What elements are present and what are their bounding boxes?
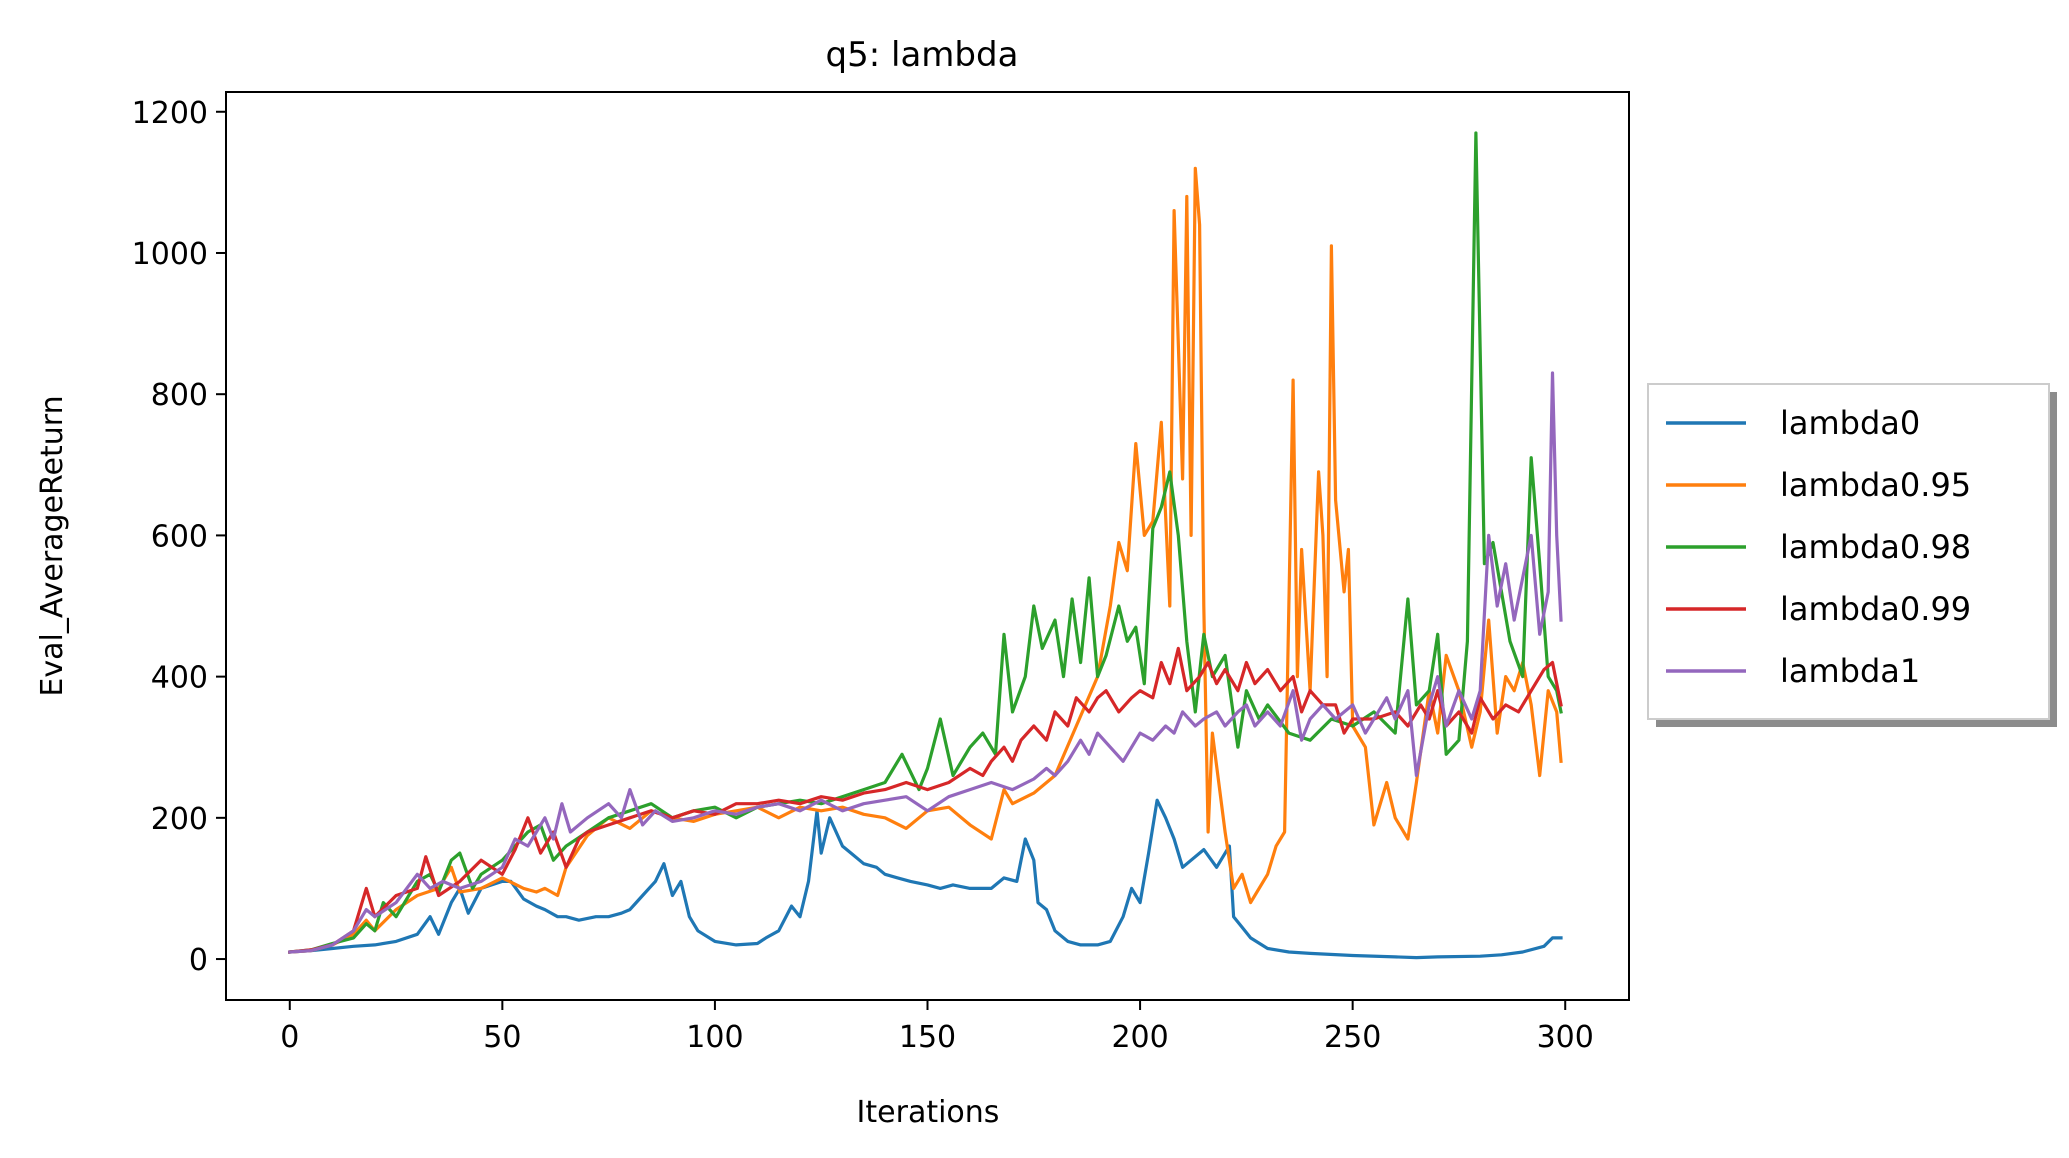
legend-label-4: lambda1 bbox=[1780, 652, 1920, 690]
x-tick-label: 200 bbox=[1111, 1020, 1168, 1055]
x-axis-label: Iterations bbox=[857, 1095, 1000, 1130]
y-axis-label: Eval_AverageReturn bbox=[35, 395, 70, 696]
legend-items: lambda0 lambda0.95 lambda0.98 lambda0.99 lam… bbox=[1666, 404, 1971, 690]
x-tick-label: 250 bbox=[1324, 1020, 1381, 1055]
series-line-2 bbox=[288, 131, 1563, 954]
series-line-4 bbox=[288, 371, 1563, 954]
legend-label-3: lambda0.99 bbox=[1780, 590, 1971, 628]
legend-label-2: lambda0.98 bbox=[1780, 528, 1971, 566]
x-tick-label: 150 bbox=[899, 1020, 956, 1055]
x-tick-label: 300 bbox=[1537, 1020, 1594, 1055]
y-tick-label: 800 bbox=[151, 378, 208, 413]
y-tick-label: 400 bbox=[151, 661, 208, 696]
legend-box bbox=[1647, 383, 2050, 720]
x-tick-label: 50 bbox=[483, 1020, 521, 1055]
x-axis: 0 50 100 150 200 250 300 bbox=[280, 1000, 1594, 1055]
legend-label-1: lambda0.95 bbox=[1780, 466, 1971, 504]
y-tick-label: 200 bbox=[151, 802, 208, 837]
y-tick-label: 600 bbox=[151, 519, 208, 554]
y-axis: 0 200 400 600 800 1000 1200 bbox=[132, 96, 226, 978]
legend: lambda0 lambda0.95 lambda0.98 lambda0.99 lam… bbox=[1647, 383, 2057, 727]
y-tick-label: 1200 bbox=[132, 96, 208, 131]
x-tick-label: 100 bbox=[686, 1020, 743, 1055]
legend-label-0: lambda0 bbox=[1780, 404, 1920, 442]
plot-frame bbox=[225, 91, 1630, 1001]
plot-lines bbox=[288, 131, 1563, 960]
y-tick-label: 1000 bbox=[132, 237, 208, 272]
x-tick-label: 0 bbox=[280, 1020, 299, 1055]
chart-title: q5: lambda bbox=[826, 35, 1019, 75]
y-tick-label: 0 bbox=[189, 943, 208, 978]
